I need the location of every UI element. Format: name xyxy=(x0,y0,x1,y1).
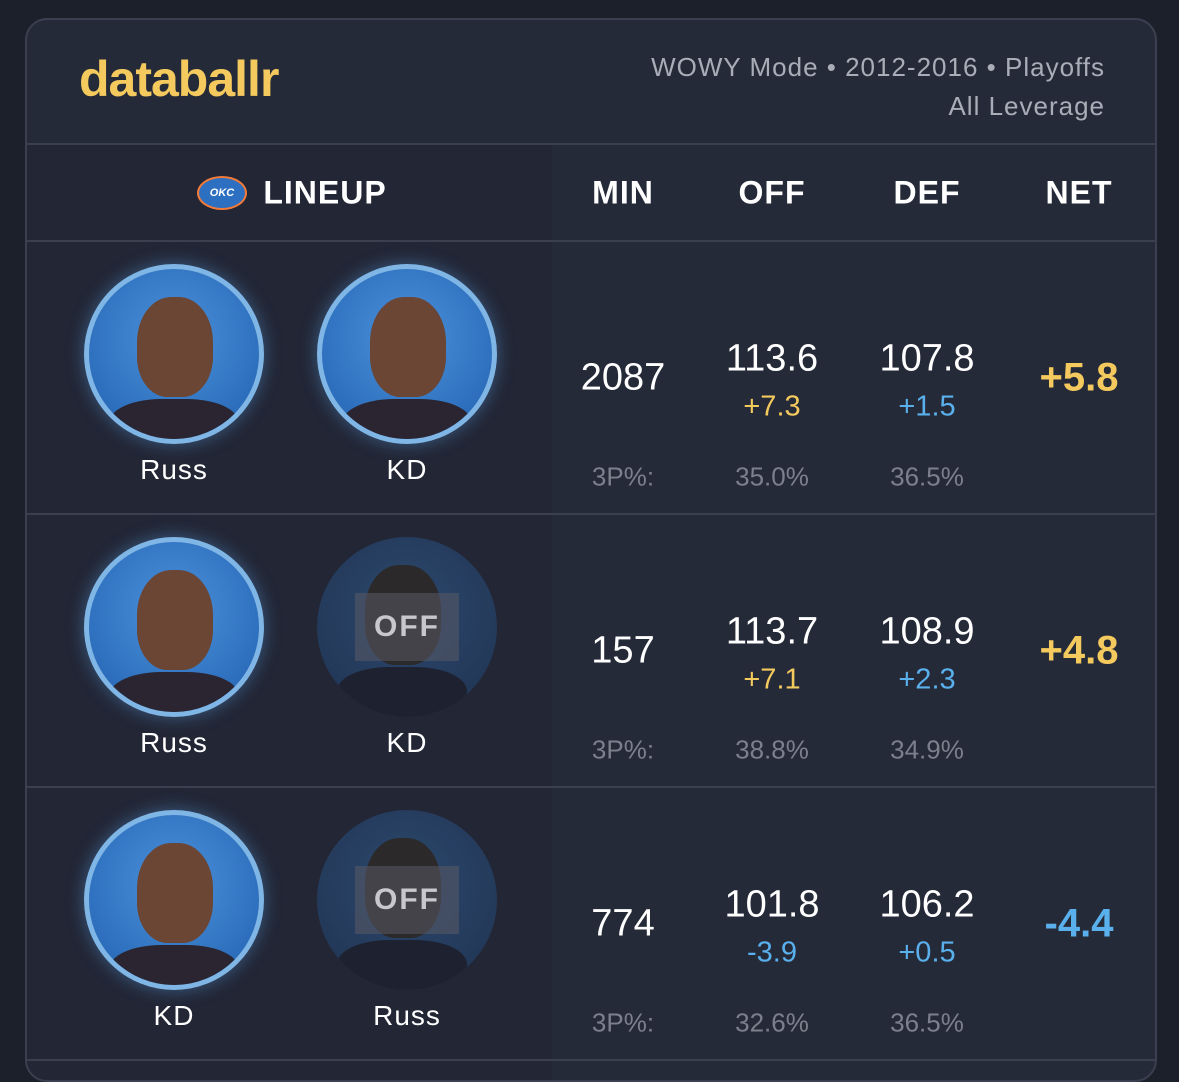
column-header[interactable]: MIN xyxy=(592,174,654,211)
min: 157 xyxy=(591,629,655,672)
column-header[interactable]: OFF xyxy=(738,174,806,211)
def-rating: 106.2 xyxy=(879,883,975,926)
player-body xyxy=(337,667,467,717)
settings-line: WOWY Mode • 2012-2016 • Playoffs xyxy=(651,52,1105,82)
net-rating: -4.4 xyxy=(1044,901,1114,946)
def-diff: +0.5 xyxy=(898,936,956,969)
settings-line: All Leverage xyxy=(948,91,1105,121)
off-rating: 113.7 xyxy=(725,610,819,653)
settings: WOWY Mode • 2012-2016 • Playoffs All Lev… xyxy=(651,48,1105,126)
team-logo: OKC xyxy=(197,176,247,210)
player-avatar[interactable] xyxy=(84,537,264,717)
def-3p: 36.5% xyxy=(890,461,964,492)
column-header[interactable]: NET xyxy=(1045,174,1113,211)
off-3p: 32.6% xyxy=(735,1007,809,1038)
player-face xyxy=(370,297,446,397)
def-diff: +2.3 xyxy=(898,663,956,696)
three-pt-label: 3P%: xyxy=(591,734,655,765)
player-name: KD xyxy=(386,454,428,485)
net-rating: +5.8 xyxy=(1039,355,1119,400)
def-diff: +1.5 xyxy=(898,390,956,423)
off-badge: OFF xyxy=(355,866,459,934)
off-badge: OFF xyxy=(355,593,459,661)
player-name: KD xyxy=(386,727,428,758)
player-body xyxy=(342,399,472,439)
off-rating: 101.8 xyxy=(724,883,820,926)
divider xyxy=(27,240,1155,242)
off-rating: 113.6 xyxy=(725,337,819,380)
off-3p: 38.8% xyxy=(735,734,809,765)
three-pt-label: 3P%: xyxy=(591,461,655,492)
net-rating: +4.8 xyxy=(1039,628,1119,673)
row-divider xyxy=(27,513,1155,515)
player-name: KD xyxy=(153,1000,195,1031)
wowy-card: databallr WOWY Mode • 2012-2016 • Playof… xyxy=(25,18,1157,1082)
player-name: Russ xyxy=(373,1000,441,1031)
player-body xyxy=(109,945,239,985)
player-name: Russ xyxy=(140,454,208,485)
min: 2087 xyxy=(580,356,666,399)
divider xyxy=(27,143,1155,145)
off-diff: -3.9 xyxy=(747,936,797,969)
min: 774 xyxy=(591,902,655,945)
def-rating: 108.9 xyxy=(879,610,975,653)
def-rating: 107.8 xyxy=(879,337,975,380)
row-divider xyxy=(27,1059,1155,1061)
row-divider xyxy=(27,786,1155,788)
def-3p: 36.5% xyxy=(890,1007,964,1038)
player-avatar[interactable] xyxy=(84,264,264,444)
player-body xyxy=(109,672,239,712)
player-avatar[interactable] xyxy=(317,264,497,444)
player-body xyxy=(337,940,467,990)
player-avatar[interactable] xyxy=(317,537,497,717)
off-diff: +7.1 xyxy=(743,663,801,696)
column-header[interactable]: DEF xyxy=(893,174,961,211)
player-avatar[interactable] xyxy=(84,810,264,990)
logo[interactable]: databallr xyxy=(79,51,279,107)
off-3p: 35.0% xyxy=(735,461,809,492)
player-body xyxy=(109,399,239,439)
off-diff: +7.3 xyxy=(743,390,801,423)
player-name: Russ xyxy=(140,727,208,758)
column-header[interactable]: LINEUP xyxy=(263,174,387,211)
player-face xyxy=(137,570,213,670)
def-3p: 34.9% xyxy=(890,734,964,765)
player-face xyxy=(137,297,213,397)
three-pt-label: 3P%: xyxy=(591,1007,655,1038)
player-face xyxy=(137,843,213,943)
